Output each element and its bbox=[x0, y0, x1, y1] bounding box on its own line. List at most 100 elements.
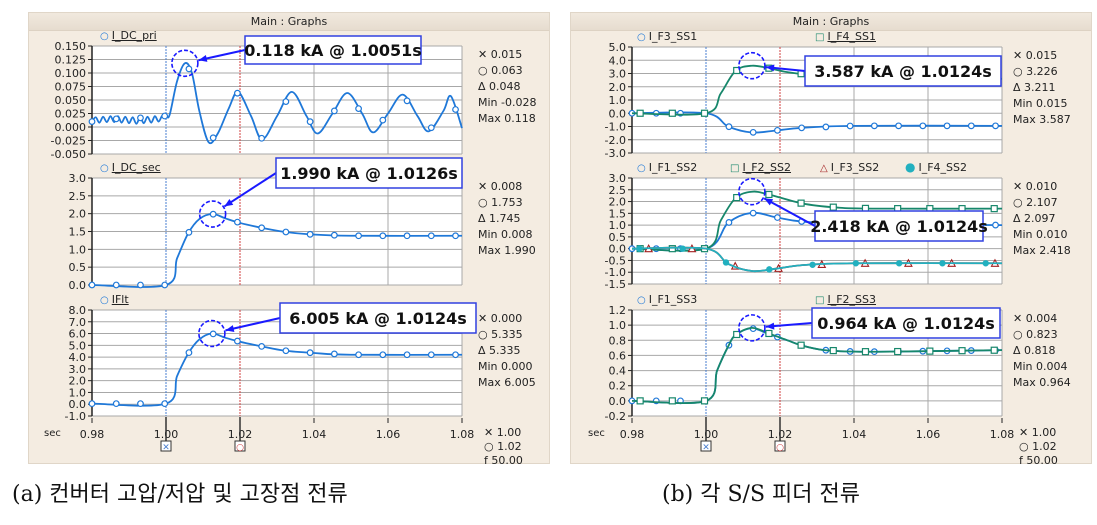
legend-item[interactable]: ○ I_DC_sec bbox=[100, 161, 161, 175]
data-point-marker bbox=[939, 260, 946, 267]
data-point-marker bbox=[992, 122, 999, 130]
readout-label: Min bbox=[478, 360, 498, 373]
data-point-marker bbox=[943, 122, 951, 130]
data-point-marker bbox=[161, 400, 169, 408]
data-point-marker bbox=[919, 122, 927, 130]
legend-item[interactable]: ● I_F4_SS2 bbox=[905, 161, 967, 175]
legend-item[interactable]: ○ I_F1_SS3 bbox=[637, 293, 697, 307]
readout-value: 0.015 bbox=[1025, 49, 1058, 62]
data-point-marker bbox=[797, 341, 805, 349]
x-axis-unit: sec bbox=[44, 428, 61, 439]
legend-item[interactable]: ○ IFlt bbox=[100, 293, 129, 307]
cursor-readout: ○ 5.335 bbox=[478, 328, 523, 341]
triangle-icon: Δ bbox=[1013, 212, 1025, 225]
readout-value: 0.063 bbox=[491, 64, 523, 77]
data-point-marker bbox=[774, 126, 781, 134]
triangle-marker-icon: △ bbox=[820, 163, 828, 174]
data-point-marker bbox=[722, 259, 730, 266]
readout-value: 1.990 bbox=[504, 244, 536, 257]
cursor-readout: ✕ 0.000 bbox=[478, 312, 522, 325]
data-point-marker bbox=[427, 124, 435, 132]
y-tick-label: 3.0 bbox=[69, 363, 87, 376]
y-tick-label: 1.0 bbox=[609, 319, 627, 332]
circle-icon: ○ bbox=[1013, 65, 1027, 78]
data-point-marker bbox=[379, 232, 387, 240]
data-point-marker bbox=[765, 329, 773, 338]
series-line-I_F3_SS1 bbox=[631, 111, 1003, 134]
y-tick-label: 8.0 bbox=[69, 304, 87, 317]
y-tick-label: 3.0 bbox=[609, 68, 627, 81]
peak-highlight-circle bbox=[738, 177, 766, 206]
legend-label: I_F4_SS1 bbox=[827, 30, 876, 43]
data-point-marker bbox=[733, 330, 741, 339]
circle-icon: ○ bbox=[484, 440, 498, 453]
readout-value: 0.048 bbox=[489, 80, 521, 93]
data-point-marker bbox=[668, 245, 676, 253]
data-point-marker bbox=[749, 128, 757, 136]
readout-value: 0.010 bbox=[1036, 228, 1068, 241]
data-point-marker bbox=[766, 266, 773, 273]
legend-item[interactable]: □ I_F2_SS2 bbox=[730, 161, 791, 175]
x-tick-label: 1.08 bbox=[450, 428, 475, 441]
circle-marker-icon: ○ bbox=[637, 163, 646, 174]
x-axis-unit: sec bbox=[588, 428, 605, 439]
legend-item[interactable]: ○ I_DC_pri bbox=[100, 29, 157, 43]
data-point-marker bbox=[958, 347, 966, 355]
arrowhead-icon bbox=[224, 198, 234, 207]
series-line-I_DC_sec bbox=[91, 213, 463, 288]
cursor-2-handle-icon: ○ bbox=[776, 443, 784, 453]
readout-value: 1.00 bbox=[496, 426, 522, 439]
data-point-marker bbox=[636, 245, 643, 252]
data-point-marker bbox=[725, 219, 733, 226]
callout-text: 0.964 kA @ 1.0124s bbox=[817, 314, 995, 333]
legend-label: I_F2_SS2 bbox=[742, 161, 791, 174]
data-point-marker bbox=[822, 123, 830, 131]
x-tick-label: 1.08 bbox=[990, 428, 1015, 441]
data-point-marker bbox=[234, 89, 241, 97]
legend-item[interactable]: ○ I_F1_SS2 bbox=[637, 161, 697, 175]
y-tick-label: 0.0 bbox=[69, 279, 87, 292]
y-tick-label: 0.5 bbox=[69, 261, 87, 274]
window-title: Main : Graphs bbox=[571, 13, 1091, 31]
callout-text: 2.418 kA @ 1.0124s bbox=[810, 217, 988, 236]
data-point-marker bbox=[137, 281, 144, 289]
readout-label: Min bbox=[1013, 228, 1033, 241]
readout-value: 5.335 bbox=[489, 344, 521, 357]
cursor-readout: Max 1.990 bbox=[478, 244, 536, 257]
y-tick-label: 1.0 bbox=[69, 243, 87, 256]
data-point-marker bbox=[137, 114, 144, 122]
circle-marker-icon: ○ bbox=[100, 295, 109, 306]
y-tick-label: 0.075 bbox=[55, 81, 87, 94]
data-point-marker bbox=[209, 210, 217, 218]
data-point-marker bbox=[209, 330, 217, 338]
y-tick-label: 2.0 bbox=[609, 196, 627, 209]
y-tick-label: 0.125 bbox=[55, 54, 87, 67]
legend-item[interactable]: □ I_F4_SS1 bbox=[815, 30, 876, 44]
data-point-marker bbox=[990, 346, 998, 354]
arrowhead-icon bbox=[764, 198, 774, 206]
data-point-marker bbox=[403, 232, 411, 240]
data-point-marker bbox=[733, 66, 741, 75]
y-tick-label: 6.0 bbox=[69, 328, 87, 341]
y-tick-label: 5.0 bbox=[609, 41, 627, 54]
y-tick-label: 0.050 bbox=[55, 94, 87, 107]
data-point-marker bbox=[636, 397, 644, 405]
data-point-marker bbox=[427, 232, 435, 240]
circle-marker-icon: ○ bbox=[637, 32, 646, 43]
readout-value: 3.226 bbox=[1026, 65, 1058, 78]
legend-item[interactable]: ○ I_F3_SS1 bbox=[637, 30, 697, 44]
data-point-marker bbox=[330, 350, 338, 358]
callout-box bbox=[275, 157, 463, 189]
readout-label: Max bbox=[478, 112, 501, 125]
peak-highlight-circle bbox=[198, 319, 226, 348]
legend-item[interactable]: △ I_F3_SS2 bbox=[820, 161, 879, 175]
series-line-IFlt bbox=[91, 332, 463, 407]
circle-icon: ○ bbox=[1013, 328, 1027, 341]
cursor-readout: Δ 3.211 bbox=[1013, 81, 1056, 94]
readout-value: 1.745 bbox=[489, 212, 521, 225]
readout-value: 2.107 bbox=[1026, 196, 1058, 209]
data-point-marker bbox=[209, 134, 217, 142]
legend-item[interactable]: □ I_F2_SS3 bbox=[815, 293, 876, 307]
cursor-readout: ○ 0.063 bbox=[478, 64, 523, 77]
readout-value: 2.097 bbox=[1024, 212, 1056, 225]
